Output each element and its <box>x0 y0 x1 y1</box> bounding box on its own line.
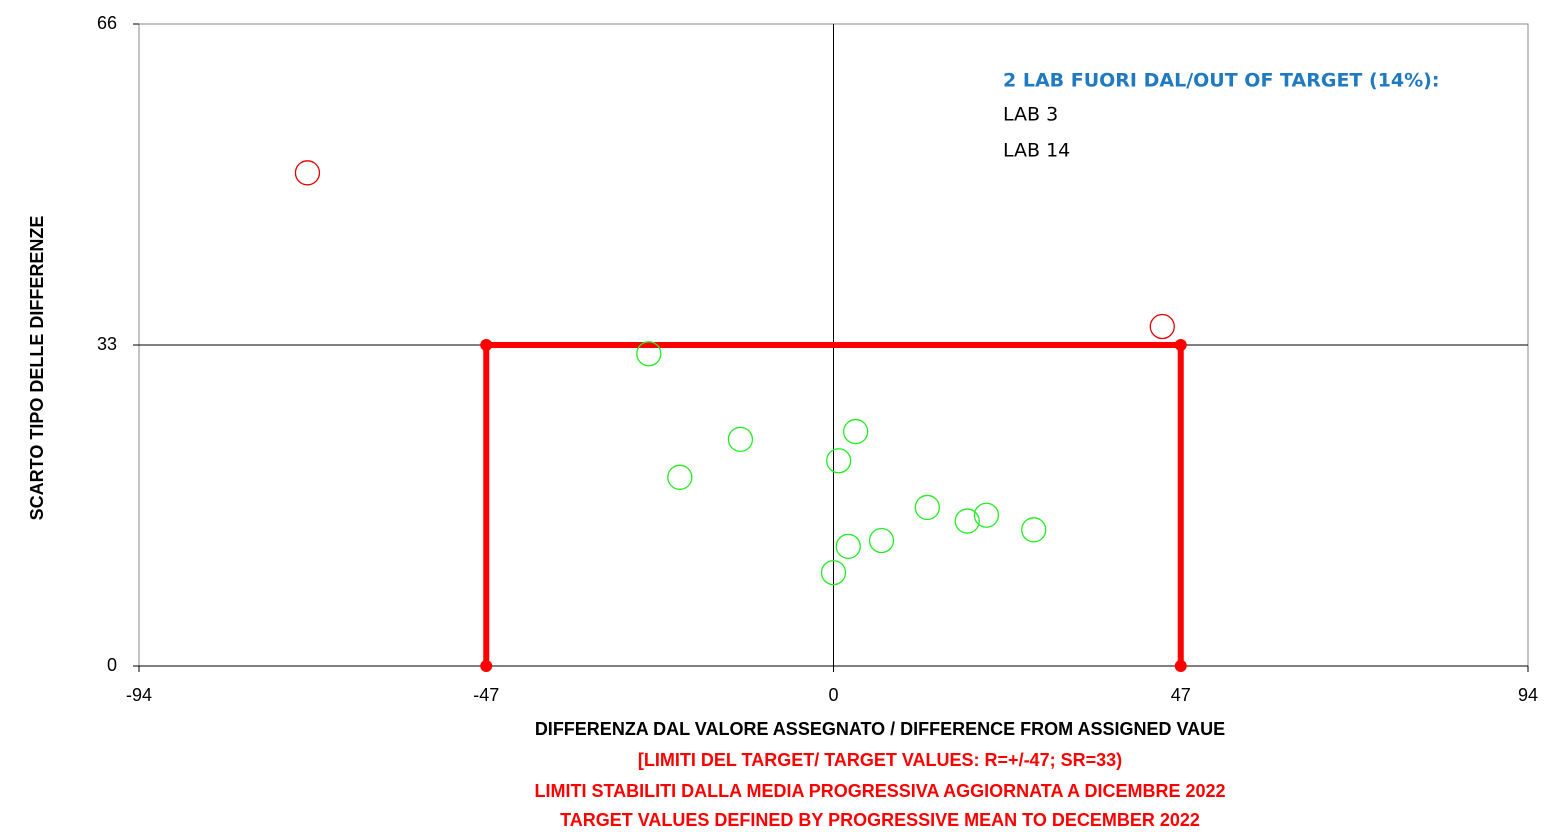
y-tick-label: 66 <box>97 13 117 33</box>
point <box>954 508 980 534</box>
annotation-item: LAB 3 <box>1003 104 1058 126</box>
y-axis-title: SCARTO TIPO DELLE DIFFERENZE <box>27 216 47 521</box>
point <box>727 426 754 453</box>
x-tick-label: 94 <box>1518 685 1538 705</box>
x-axis-title: DIFFERENZA DAL VALORE ASSEGNATO / DIFFER… <box>535 719 1225 739</box>
note: [LIMITI DEL TARGET/ TARGET VALUES: R=+/-… <box>638 750 1122 770</box>
point <box>294 160 321 186</box>
point <box>826 448 852 474</box>
note: LIMITI STABILITI DALLA MEDIA PROGRESSIVA… <box>534 781 1225 801</box>
target-box <box>483 342 1184 666</box>
y-tick-label: 0 <box>107 655 117 675</box>
target-corner <box>1174 660 1187 672</box>
annotation-item: LAB 14 <box>1003 140 1070 162</box>
y-tick-label: 33 <box>97 334 117 354</box>
target-corner <box>480 339 493 351</box>
x-tick-label: 47 <box>1171 685 1191 705</box>
point <box>820 559 847 586</box>
point <box>835 533 861 560</box>
point <box>843 418 869 445</box>
x-tick-label: -47 <box>473 685 499 705</box>
annotation-title: 2 LAB FUORI DAL/OUT OF TARGET (14%): <box>1003 70 1439 92</box>
point <box>973 502 1000 528</box>
point <box>636 341 662 367</box>
x-tick-label: -94 <box>126 685 152 705</box>
target-corner <box>1174 339 1187 351</box>
x-tick-label: 0 <box>828 685 838 705</box>
point <box>868 527 895 554</box>
point <box>1021 517 1047 543</box>
point <box>667 464 693 490</box>
target-corner <box>480 660 493 672</box>
point <box>1149 313 1175 340</box>
point <box>914 494 940 521</box>
note: TARGET VALUES DEFINED BY PROGRESSIVE MEA… <box>560 810 1200 830</box>
